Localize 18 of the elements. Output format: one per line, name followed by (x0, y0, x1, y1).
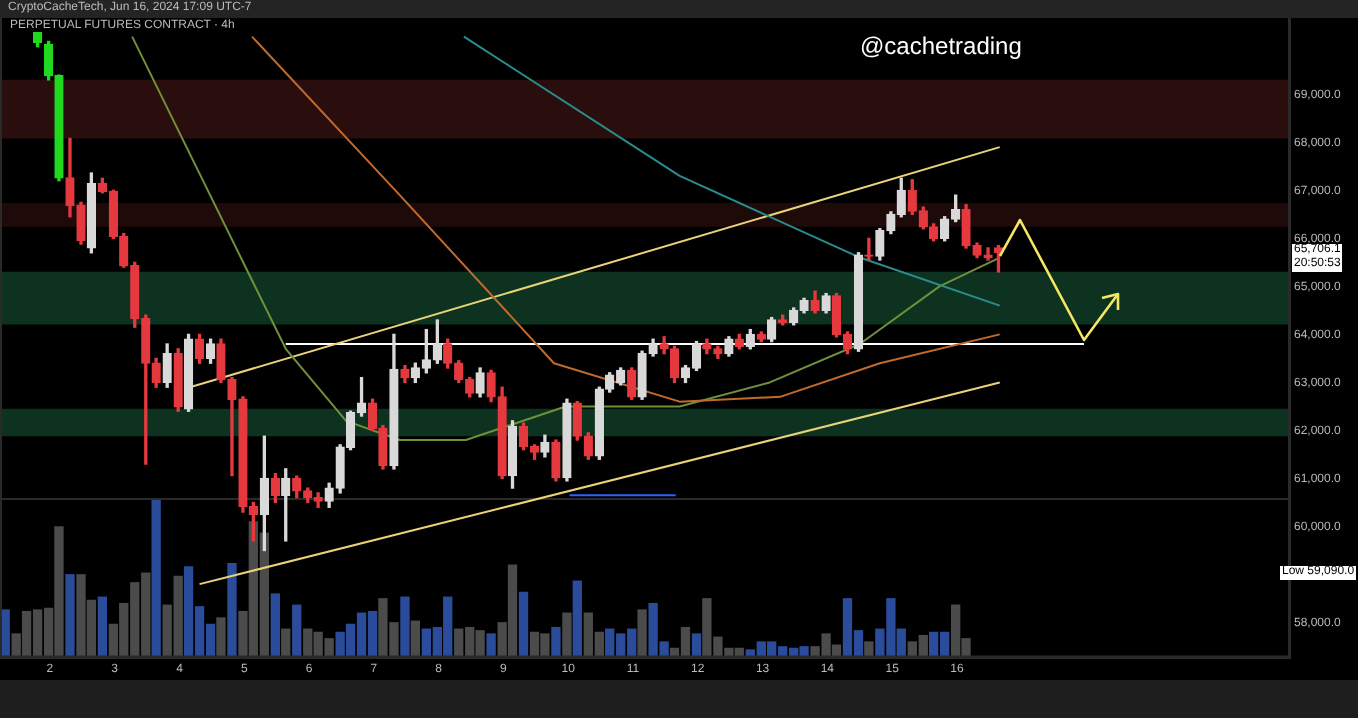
bar (637, 609, 647, 658)
bar (551, 626, 561, 658)
bar (151, 498, 161, 658)
bar (486, 633, 496, 658)
bar (97, 596, 108, 658)
bar (400, 596, 410, 658)
bar (270, 593, 281, 658)
bar (227, 562, 237, 658)
bar (292, 604, 302, 658)
bar (562, 612, 572, 658)
bar (518, 591, 529, 658)
bar (216, 617, 226, 658)
bar (410, 620, 420, 658)
annotation: @cachetrading (860, 32, 1022, 60)
bar (864, 641, 874, 658)
bar (691, 633, 702, 658)
bar (572, 580, 582, 658)
bar (65, 574, 75, 658)
